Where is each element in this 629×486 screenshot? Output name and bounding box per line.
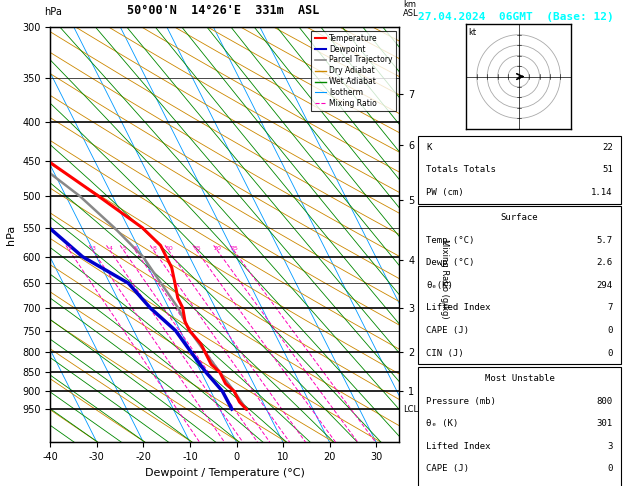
Text: 294: 294 [596,281,613,290]
Text: km
ASL: km ASL [403,0,418,18]
Text: 25: 25 [230,246,238,251]
Text: Pressure (mb): Pressure (mb) [426,397,496,405]
Text: θₑ (K): θₑ (K) [426,419,459,428]
Text: LCL: LCL [403,404,418,414]
Text: kt: kt [469,29,477,37]
Text: hPa: hPa [44,7,62,17]
Text: Lifted Index: Lifted Index [426,442,491,451]
Text: 15: 15 [193,246,201,251]
Text: 5.7: 5.7 [596,236,613,244]
Text: K: K [426,142,431,152]
Text: Totals Totals: Totals Totals [426,165,496,174]
Text: 50°00'N  14°26'E  331m  ASL: 50°00'N 14°26'E 331m ASL [127,4,320,17]
Text: 51: 51 [602,165,613,174]
Text: Mixing Ratio (g/kg): Mixing Ratio (g/kg) [440,240,449,319]
Text: θₑ(K): θₑ(K) [426,281,454,290]
Text: 3: 3 [91,246,95,251]
Text: CAPE (J): CAPE (J) [426,464,469,473]
Text: CIN (J): CIN (J) [426,348,464,358]
Text: Lifted Index: Lifted Index [426,303,491,312]
Text: Dewp (°C): Dewp (°C) [426,258,475,267]
Text: 2.6: 2.6 [596,258,613,267]
Text: CAPE (J): CAPE (J) [426,326,469,335]
Text: 20: 20 [214,246,221,251]
Text: Most Unstable: Most Unstable [484,374,555,383]
Text: 7: 7 [608,303,613,312]
Text: 10: 10 [165,246,173,251]
Text: 800: 800 [596,397,613,405]
Text: 3: 3 [608,442,613,451]
Text: Surface: Surface [501,213,538,222]
Legend: Temperature, Dewpoint, Parcel Trajectory, Dry Adiabat, Wet Adiabat, Isotherm, Mi: Temperature, Dewpoint, Parcel Trajectory… [311,31,396,111]
Text: 0: 0 [608,326,613,335]
Text: Temp (°C): Temp (°C) [426,236,475,244]
Text: 301: 301 [596,419,613,428]
Text: 1.14: 1.14 [591,188,613,197]
Text: PW (cm): PW (cm) [426,188,464,197]
Text: 0: 0 [608,348,613,358]
Text: 8: 8 [152,246,156,251]
Text: 27.04.2024  06GMT  (Base: 12): 27.04.2024 06GMT (Base: 12) [418,12,614,22]
Y-axis label: hPa: hPa [6,225,16,244]
Text: 0: 0 [608,464,613,473]
Text: 5: 5 [122,246,126,251]
Text: 4: 4 [108,246,113,251]
Text: 2: 2 [68,246,72,251]
X-axis label: Dewpoint / Temperature (°C): Dewpoint / Temperature (°C) [145,468,305,478]
Text: 6: 6 [133,246,138,251]
Text: 22: 22 [602,142,613,152]
